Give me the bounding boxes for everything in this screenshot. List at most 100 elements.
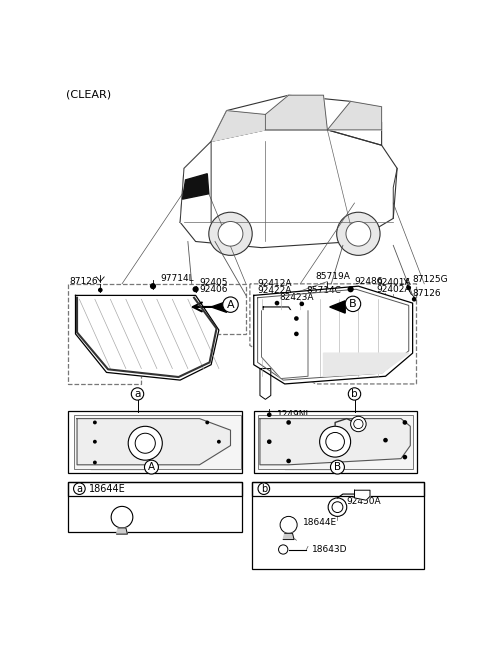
Circle shape [286, 420, 291, 425]
Text: (CLEAR): (CLEAR) [66, 89, 111, 99]
Bar [252, 481, 424, 495]
Text: B: B [349, 299, 357, 309]
Circle shape [258, 483, 270, 495]
Text: 18644E: 18644E [89, 483, 126, 493]
Polygon shape [355, 490, 370, 500]
Circle shape [280, 517, 297, 533]
Text: 85714C: 85714C [306, 285, 341, 295]
Text: VIEW: VIEW [285, 458, 310, 468]
Polygon shape [324, 353, 409, 376]
Polygon shape [263, 307, 299, 368]
Text: A: A [148, 462, 155, 472]
Text: a: a [76, 483, 83, 493]
Text: 82423A: 82423A [279, 293, 314, 302]
Text: A: A [227, 300, 234, 310]
Text: 92406: 92406 [200, 285, 228, 294]
Polygon shape [265, 95, 327, 130]
Bar [252, 481, 424, 569]
Text: 87126: 87126 [413, 289, 441, 299]
Polygon shape [260, 368, 271, 400]
Circle shape [93, 440, 97, 444]
Circle shape [111, 506, 133, 528]
Circle shape [336, 212, 380, 255]
Bar [258, 415, 413, 469]
Circle shape [223, 297, 238, 313]
Polygon shape [182, 174, 209, 199]
Text: 18643D: 18643D [312, 545, 348, 554]
Circle shape [218, 221, 243, 246]
Bar [254, 411, 417, 473]
Polygon shape [77, 418, 230, 465]
Text: 92450A: 92450A [347, 497, 382, 506]
Circle shape [348, 388, 360, 400]
Polygon shape [180, 142, 211, 222]
Polygon shape [283, 533, 294, 539]
Polygon shape [260, 418, 410, 465]
Polygon shape [262, 311, 308, 378]
Polygon shape [117, 528, 127, 534]
Circle shape [346, 221, 371, 246]
Circle shape [354, 420, 363, 429]
Circle shape [128, 426, 162, 460]
Circle shape [150, 283, 156, 289]
Circle shape [383, 438, 388, 442]
Circle shape [330, 460, 345, 474]
Text: 18644E: 18644E [302, 518, 336, 527]
Circle shape [267, 412, 272, 417]
Circle shape [217, 440, 221, 444]
Text: a: a [134, 389, 141, 399]
Bar [68, 411, 242, 473]
Text: b: b [351, 389, 358, 399]
Text: 92412A: 92412A [258, 279, 292, 289]
Text: 92422A: 92422A [258, 286, 292, 295]
Circle shape [320, 426, 350, 457]
Text: B: B [334, 462, 341, 472]
Polygon shape [327, 101, 382, 130]
Text: b: b [261, 483, 267, 493]
Circle shape [278, 545, 288, 554]
Circle shape [73, 483, 85, 495]
Polygon shape [211, 110, 265, 142]
Circle shape [135, 433, 156, 454]
Circle shape [294, 316, 299, 321]
Text: 97714L: 97714L [161, 274, 194, 283]
Circle shape [407, 285, 411, 290]
Circle shape [326, 432, 345, 451]
Text: 87125G: 87125G [413, 275, 448, 285]
Circle shape [205, 420, 209, 424]
Text: VIEW: VIEW [91, 458, 116, 468]
Circle shape [209, 212, 252, 255]
Circle shape [267, 440, 272, 444]
Circle shape [350, 416, 366, 432]
Circle shape [348, 286, 354, 293]
Text: 92405: 92405 [200, 278, 228, 287]
Bar [74, 415, 240, 469]
Circle shape [403, 420, 407, 425]
Text: 1249NL: 1249NL [277, 410, 312, 419]
Circle shape [98, 288, 103, 293]
Circle shape [294, 332, 299, 336]
Circle shape [286, 459, 291, 464]
Polygon shape [75, 295, 219, 380]
Circle shape [93, 461, 97, 464]
Circle shape [403, 455, 407, 460]
Polygon shape [211, 95, 382, 145]
Text: 92402A: 92402A [376, 285, 411, 294]
Bar [68, 481, 242, 495]
Circle shape [345, 296, 360, 312]
Circle shape [412, 297, 417, 301]
Polygon shape [330, 301, 345, 313]
Circle shape [275, 301, 279, 305]
Bar [68, 481, 242, 532]
Circle shape [332, 502, 343, 513]
Text: 85719A: 85719A [316, 271, 350, 281]
Polygon shape [180, 130, 397, 247]
Text: 92486: 92486 [355, 277, 383, 286]
Circle shape [192, 286, 199, 293]
Text: 87126: 87126 [69, 277, 98, 286]
Circle shape [93, 420, 97, 424]
Circle shape [300, 301, 304, 306]
Circle shape [132, 388, 144, 400]
Text: 92401A: 92401A [376, 278, 411, 287]
Circle shape [328, 498, 347, 517]
